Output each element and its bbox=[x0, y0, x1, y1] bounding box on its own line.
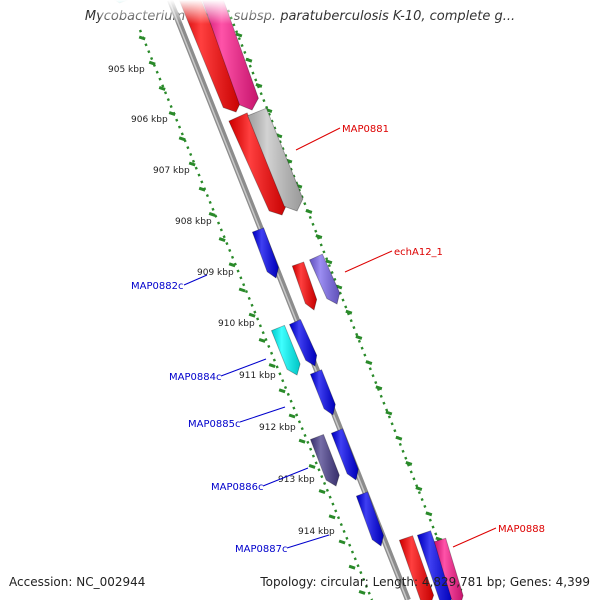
tick-mark bbox=[395, 435, 403, 441]
gene-label-map0882c-leader bbox=[183, 274, 208, 286]
gene-red-map0888 bbox=[398, 535, 435, 600]
gene-label-map0885c-leader bbox=[239, 406, 286, 423]
gene-label-map0887c: MAP0887c bbox=[235, 544, 287, 555]
tick-mark bbox=[355, 334, 363, 340]
tick-mark bbox=[375, 385, 383, 391]
gene-label-map0886c: MAP0886c bbox=[211, 482, 263, 493]
gene-label-map0888-leader bbox=[452, 527, 497, 548]
gene-blue-map0882c bbox=[251, 227, 279, 279]
gene-label-map0881-leader bbox=[295, 127, 341, 151]
tick-mark bbox=[208, 211, 216, 217]
tick-mark bbox=[178, 136, 186, 142]
tick-mark bbox=[338, 539, 346, 545]
gene-label-echa12-1-leader bbox=[344, 250, 393, 273]
dotted-rings bbox=[138, 9, 464, 600]
scale-label: 912 kbp bbox=[259, 423, 296, 433]
tick-mark bbox=[328, 514, 336, 520]
gene-label-map0886c-leader bbox=[262, 467, 309, 487]
gene-lavender bbox=[309, 253, 341, 305]
tick-mark bbox=[258, 337, 266, 343]
gene-label-map0885c: MAP0885c bbox=[188, 419, 240, 430]
gene-label-map0887c-leader bbox=[286, 534, 330, 549]
gene-label-map0881: MAP0881 bbox=[342, 124, 389, 135]
inner-dotted-ring-ticks bbox=[138, 35, 366, 595]
scale-label: 909 kbp bbox=[197, 268, 234, 278]
tick-mark bbox=[298, 438, 306, 444]
gene-red-mid bbox=[228, 112, 288, 216]
tick-mark bbox=[228, 262, 236, 268]
top-fade bbox=[100, 0, 280, 24]
tick-mark bbox=[238, 287, 246, 293]
tick-mark bbox=[315, 234, 323, 240]
gene-label-map0884c-leader bbox=[220, 358, 267, 377]
gene-blue-map0885c bbox=[309, 369, 336, 416]
gene-pink-bottom bbox=[433, 537, 464, 600]
scale-label: 913 kbp bbox=[278, 475, 315, 485]
scale-labels: 905 kbp 906 kbp 907 kbp 908 kbp 909 kbp 910 k… bbox=[108, 65, 335, 537]
gene-features bbox=[114, 0, 464, 600]
tick-mark bbox=[365, 360, 373, 366]
gene-blue-a bbox=[288, 318, 318, 367]
scale-label: 908 kbp bbox=[175, 217, 212, 227]
tick-mark bbox=[138, 35, 146, 41]
tick-mark bbox=[348, 564, 356, 570]
gene-label-map0882c: MAP0882c bbox=[131, 281, 183, 292]
tick-mark bbox=[235, 32, 243, 38]
gene-red-echa12 bbox=[291, 261, 318, 311]
scale-label: 911 kbp bbox=[239, 371, 276, 381]
tick-mark bbox=[425, 511, 433, 517]
scale-label: 906 kbp bbox=[131, 115, 168, 125]
gene-label-map0884c: MAP0884c bbox=[169, 372, 221, 383]
tick-mark bbox=[158, 85, 166, 91]
outer-dotted-ring bbox=[226, 9, 464, 600]
tick-mark bbox=[218, 237, 226, 243]
gene-callouts: MAP0881 echA12_1 MAP0882c MAP0884c MAP0885c M… bbox=[131, 124, 545, 555]
tick-mark bbox=[198, 186, 206, 192]
tick-mark bbox=[318, 489, 326, 495]
gene-label-map0888: MAP0888 bbox=[498, 524, 545, 535]
scale-label: 914 kbp bbox=[298, 527, 335, 537]
inner-dotted-ring bbox=[138, 29, 374, 600]
tick-mark bbox=[308, 463, 316, 469]
tick-mark bbox=[435, 536, 443, 542]
topology-label: Topology: circular; Length: 4,829,781 bp… bbox=[260, 575, 590, 589]
tick-mark bbox=[288, 413, 296, 419]
tick-mark bbox=[358, 589, 366, 595]
tick-mark bbox=[278, 388, 286, 394]
tick-mark bbox=[268, 363, 276, 369]
tick-mark bbox=[345, 309, 353, 315]
tick-mark bbox=[335, 284, 343, 290]
scale-label: 910 kbp bbox=[218, 319, 255, 329]
tick-mark bbox=[245, 57, 253, 63]
gene-label-echa12-1: echA12_1 bbox=[394, 247, 443, 258]
tick-mark bbox=[385, 410, 393, 416]
gene-blue-bottom bbox=[416, 530, 454, 600]
gene-slate-map0886c bbox=[309, 433, 340, 487]
gene-pink-top bbox=[201, 0, 259, 111]
tick-mark bbox=[405, 460, 413, 466]
tick-mark bbox=[305, 208, 313, 214]
tick-mark bbox=[248, 312, 256, 318]
tick-mark bbox=[168, 111, 176, 117]
tick-mark bbox=[255, 82, 263, 88]
accession-label: Accession: NC_002944 bbox=[9, 575, 146, 589]
tick-mark bbox=[325, 259, 333, 265]
scale-label: 907 kbp bbox=[153, 166, 190, 176]
gene-red-top bbox=[178, 0, 243, 113]
gene-cyan-map0884c bbox=[270, 324, 301, 376]
gene-gray bbox=[247, 107, 304, 212]
scale-label: 905 kbp bbox=[108, 65, 145, 75]
gene-blue-map0887c bbox=[355, 491, 384, 547]
tick-mark bbox=[188, 161, 196, 167]
tick-mark bbox=[148, 60, 156, 66]
gene-blue-b bbox=[330, 428, 359, 481]
tick-mark bbox=[415, 486, 423, 492]
